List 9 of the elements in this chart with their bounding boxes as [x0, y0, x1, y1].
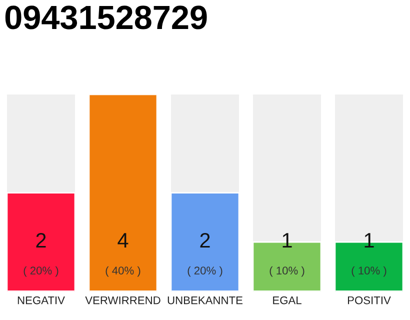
x-tick-label: UNBEKANNTE: [168, 296, 242, 304]
data-label: 2 ( 20% ): [24, 232, 58, 277]
x-tick-label: EGAL: [273, 296, 302, 304]
x-tick-label: VERWIRREND: [85, 296, 160, 304]
x-tick-label: POSITIV: [348, 296, 391, 304]
x-tick-label: NEGATIV: [18, 296, 65, 304]
data-label: 4 ( 40% ): [106, 233, 140, 277]
data-label: 2 ( 20% ): [188, 232, 222, 277]
chart-title: 09431528729: [5, 6, 207, 30]
